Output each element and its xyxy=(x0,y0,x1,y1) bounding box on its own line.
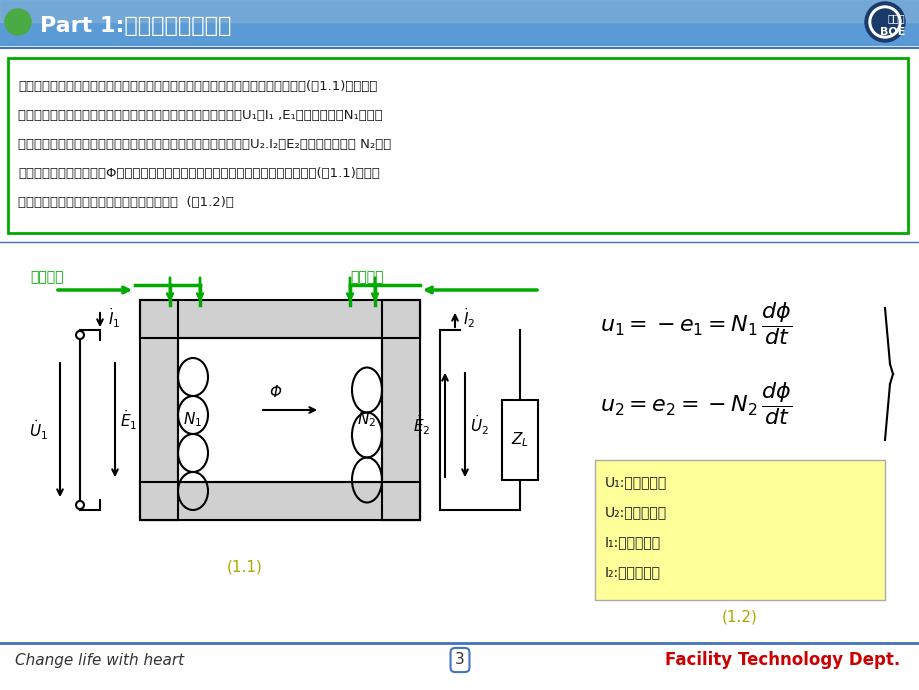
Text: 京东方: 京东方 xyxy=(887,13,904,23)
Bar xyxy=(140,300,420,338)
Bar xyxy=(381,300,420,520)
Text: 3: 3 xyxy=(455,653,464,667)
Text: I₁:一次侧电流: I₁:一次侧电流 xyxy=(605,535,661,549)
Text: Part 1:变压器的工作原理: Part 1:变压器的工作原理 xyxy=(40,16,231,36)
Bar xyxy=(8,58,907,233)
Text: $N_1$: $N_1$ xyxy=(183,411,202,429)
Text: (1.2): (1.2) xyxy=(721,610,757,625)
Circle shape xyxy=(5,9,31,35)
Text: 一次线圈: 一次线圈 xyxy=(30,270,63,284)
Bar xyxy=(140,300,177,520)
Text: 二次线圈: 二次线圈 xyxy=(349,270,383,284)
Text: 电磁感应定律，可写出电压、电动势的方程式  (图1.2)：: 电磁感应定律，可写出电压、电动势的方程式 (图1.2)： xyxy=(18,196,233,209)
Circle shape xyxy=(76,331,84,339)
Text: $\dot{U}_1$: $\dot{U}_1$ xyxy=(28,418,48,442)
Text: Facility Technology Dept.: Facility Technology Dept. xyxy=(664,651,899,669)
Text: 个绕组的磁通称为主磁通Φ。将电路中惯用的电压、电流及电动势相量的正方向示于(图1.1)。根据: 个绕组的磁通称为主磁通Φ。将电路中惯用的电压、电流及电动势相量的正方向示于(图1… xyxy=(18,167,380,180)
Bar xyxy=(140,482,420,520)
Text: U₁:一次侧电压: U₁:一次侧电压 xyxy=(605,475,666,489)
Text: $Z_L$: $Z_L$ xyxy=(510,431,528,449)
Text: (1.1): (1.1) xyxy=(227,560,263,575)
Text: I₂:二次侧电流: I₂:二次侧电流 xyxy=(605,565,660,579)
Text: $u_1 = -e_1 = N_1\,\dfrac{d\phi}{dt}$: $u_1 = -e_1 = N_1\,\dfrac{d\phi}{dt}$ xyxy=(599,300,791,347)
Text: BOE: BOE xyxy=(879,27,904,37)
Bar xyxy=(177,338,381,482)
Text: $\dot{U}_2$: $\dot{U}_2$ xyxy=(470,413,489,437)
Circle shape xyxy=(76,501,84,509)
Text: 载相联的线圈称为二次绕组，其电压、电流及电动势的相量分别为U₂.I₂及E₂、绕组的匝数为 N₂。两: 载相联的线圈称为二次绕组，其电压、电流及电动势的相量分别为U₂.I₂及E₂、绕组… xyxy=(18,138,391,151)
Text: $N_2$: $N_2$ xyxy=(357,411,376,429)
Circle shape xyxy=(864,2,904,42)
Text: $\dot{I}_1$: $\dot{I}_1$ xyxy=(108,306,120,330)
Bar xyxy=(0,0,919,45)
Bar xyxy=(140,482,420,520)
Text: $\dot{I}_2$: $\dot{I}_2$ xyxy=(462,306,475,330)
Text: 入电源线圈称为一次绕组，其电压、电流及电动势的相量分别为U₁及I₁ ,E₁绕组的匝数为N₁。与负: 入电源线圈称为一次绕组，其电压、电流及电动势的相量分别为U₁及I₁ ,E₁绕组的… xyxy=(18,109,382,122)
Circle shape xyxy=(868,6,900,38)
Text: Φ: Φ xyxy=(268,384,280,400)
Text: Change life with heart: Change life with heart xyxy=(15,653,184,667)
Circle shape xyxy=(871,9,897,35)
Text: $\dot{E}_2$: $\dot{E}_2$ xyxy=(412,413,429,437)
Bar xyxy=(0,0,919,22)
Bar xyxy=(140,300,177,520)
Bar xyxy=(381,300,420,520)
Text: 变压器的主要部件是一个铁心线圈。这两个线圈具有不同的匝数，且互相绝缘，如(图1.1)所示。接: 变压器的主要部件是一个铁心线圈。这两个线圈具有不同的匝数，且互相绝缘，如(图1.… xyxy=(18,80,377,93)
Text: U₂:二次侧电压: U₂:二次侧电压 xyxy=(605,505,666,519)
Bar xyxy=(595,460,884,600)
Bar xyxy=(140,300,420,338)
Bar xyxy=(502,400,538,480)
Text: $\dot{E}_1$: $\dot{E}_1$ xyxy=(119,408,137,432)
Text: $u_2 = e_2 = -N_2\,\dfrac{d\phi}{dt}$: $u_2 = e_2 = -N_2\,\dfrac{d\phi}{dt}$ xyxy=(599,380,791,427)
